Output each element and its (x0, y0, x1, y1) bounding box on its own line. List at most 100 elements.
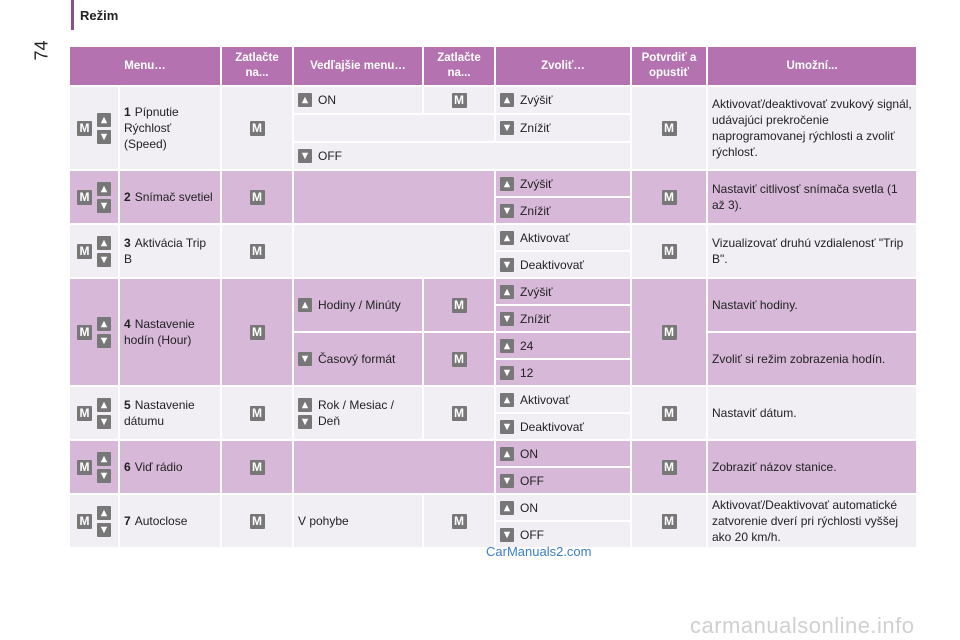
m-key-icon: M (661, 120, 677, 136)
up-arrow-icon (298, 397, 312, 412)
table-row: M 3 Aktivácia Trip B M Aktivovať M Vizual… (70, 225, 916, 277)
menu-item-cell: 6 Viď rádio (120, 441, 220, 493)
up-arrow-icon (500, 500, 514, 515)
submenu-cell: V pohybe (294, 495, 422, 547)
section-title: Režim (80, 8, 119, 23)
submenu-cell (294, 441, 494, 493)
key-cell: M (70, 441, 118, 493)
down-arrow-icon (500, 121, 514, 135)
table-row: Deaktivovať (70, 252, 916, 277)
confirm-cell: M (632, 495, 706, 547)
down-arrow-icon (500, 203, 514, 218)
table-row: Deaktivovať (70, 414, 916, 439)
enables-cell: Nastaviť dátum. (708, 387, 916, 439)
choice-cell: Znížiť (496, 198, 630, 223)
down-arrow-icon (97, 333, 111, 348)
up-arrow-icon (97, 397, 111, 412)
confirm-cell: M (632, 225, 706, 277)
choice-cell: Znížiť (496, 115, 630, 141)
col-header-enables: Umožní... (708, 47, 916, 85)
submenu-cell (294, 171, 494, 223)
m-key-icon: M (451, 405, 467, 421)
m-key-icon: M (661, 324, 677, 340)
col-header-menu: Menu… (70, 47, 220, 85)
menu-item-cell: 4 Nastavenie hodín (Hour) (120, 279, 220, 385)
confirm-cell: M (632, 387, 706, 439)
up-arrow-icon (298, 298, 312, 312)
choice-cell: ON (496, 441, 630, 466)
table-row: 12 (70, 360, 916, 385)
up-arrow-icon (97, 112, 111, 127)
up-arrow-icon (500, 284, 514, 299)
choice-cell: ON (496, 495, 630, 520)
down-arrow-icon (97, 414, 111, 429)
up-arrow-icon (97, 451, 111, 466)
key-cell: M (70, 225, 118, 277)
submenu-cell (294, 225, 494, 277)
m-key-icon: M (77, 189, 92, 205)
up-arrow-icon (97, 316, 111, 331)
down-arrow-icon (97, 129, 111, 144)
m-key-icon: M (661, 243, 677, 259)
menu-item-cell: 5 Nastavenie dátumu (120, 387, 220, 439)
press-cell: M (424, 279, 494, 331)
press-cell: M (222, 495, 292, 547)
m-key-icon: M (77, 243, 92, 259)
key-cell: M (70, 171, 118, 223)
up-arrow-icon (500, 392, 514, 407)
press-cell: M (424, 333, 494, 385)
down-arrow-icon (97, 198, 111, 213)
key-cell: M (70, 279, 118, 385)
up-arrow-icon (97, 181, 111, 196)
m-key-icon: M (661, 189, 677, 205)
press-cell: M (424, 387, 494, 439)
m-key-icon: M (451, 92, 467, 108)
enables-cell: Vizualizovať druhú vzdialenosť "Trip B". (708, 225, 916, 277)
settings-table: Menu… Zatlačte na... Vedľajšie menu… Zat… (68, 45, 918, 549)
choice-cell: Aktivovať (496, 387, 630, 412)
m-key-icon: M (249, 120, 265, 136)
choice-cell: Znížiť (496, 306, 630, 331)
down-arrow-icon (298, 414, 312, 429)
table-row: M 5 Nastavenie dátumu M Rok / Mesiac / De… (70, 387, 916, 439)
submenu-cell: OFF (294, 143, 630, 169)
confirm-cell: M (632, 279, 706, 385)
down-arrow-icon (500, 419, 514, 434)
watermark-text: carmanualsonline.info (690, 613, 915, 638)
submenu-cell (294, 115, 494, 141)
key-cell: M (70, 387, 118, 439)
press-cell: M (222, 87, 292, 169)
down-arrow-icon (298, 149, 312, 163)
up-arrow-icon (500, 230, 514, 245)
confirm-cell: M (632, 171, 706, 223)
col-header-submenu: Vedľajšie menu… (294, 47, 422, 85)
m-key-icon: M (451, 513, 467, 529)
table-row: M 2 Snímač svetiel M Zvýšiť M Nastaviť ci… (70, 171, 916, 223)
press-cell: M (222, 387, 292, 439)
up-arrow-icon (500, 93, 514, 107)
choice-cell: Zvýšiť (496, 279, 630, 304)
col-header-confirm: Potvrdiť a opustiť (632, 47, 706, 85)
table-row: OFF (70, 143, 916, 169)
submenu-cell: Rok / Mesiac / Deň (294, 387, 422, 439)
press-cell: M (424, 495, 494, 547)
table-row: M 1 Pípnutie Rýchlosť (Speed) M ON M Zvýš… (70, 87, 916, 169)
m-key-icon: M (249, 189, 265, 205)
m-key-icon: M (451, 297, 467, 313)
enables-cell: Nastaviť hodiny. (708, 279, 916, 331)
confirm-cell: M (632, 87, 706, 169)
up-arrow-icon (298, 93, 312, 107)
site-logo[interactable]: CarManuals2.com (486, 544, 592, 559)
m-key-icon: M (661, 405, 677, 421)
page-number: 74 (31, 40, 52, 61)
down-arrow-icon (97, 468, 111, 483)
table-row: Znížiť (70, 115, 916, 141)
down-arrow-icon (97, 522, 111, 537)
menu-item-cell: 3 Aktivácia Trip B (120, 225, 220, 277)
m-key-icon: M (451, 351, 467, 367)
choice-cell: Deaktivovať (496, 414, 630, 439)
choice-cell: 24 (496, 333, 630, 358)
choice-cell: OFF (496, 468, 630, 493)
confirm-cell: M (632, 441, 706, 493)
m-key-icon: M (661, 513, 677, 529)
